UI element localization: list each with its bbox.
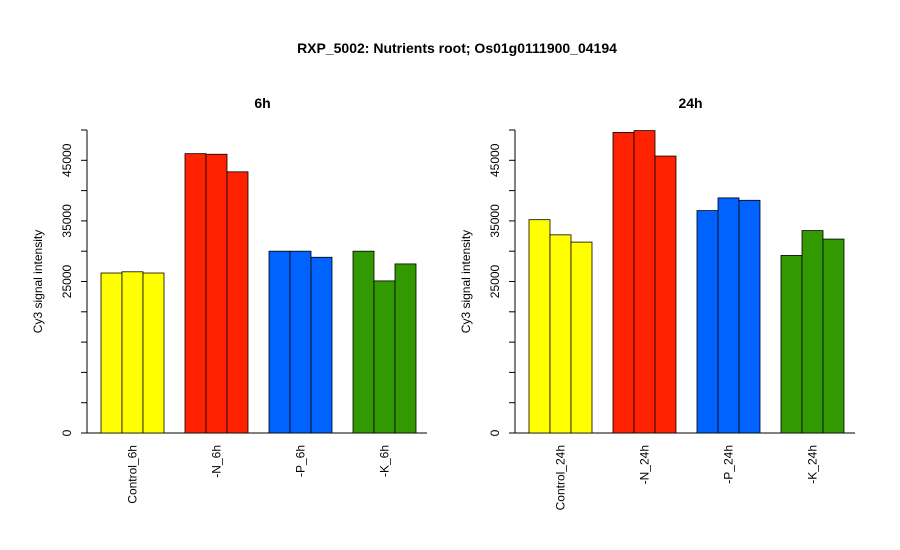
bar--P_6h-rep2 [289,250,312,434]
panel-title: 24h [678,95,702,111]
y-tick-label: 0 [488,429,502,436]
bar--K_6h-rep2 [373,280,396,434]
bar--N_24h-rep2 [633,130,656,434]
bar--K_6h-rep1 [352,250,375,434]
bar--N_6h-rep1 [184,153,207,434]
bar-Control_6h-rep2 [121,271,144,434]
y-tick-label: 45000 [60,143,74,177]
x-category-label: -N_6h [210,445,224,478]
y-tick-label: 25000 [60,264,74,298]
bar--K_24h-rep1 [780,255,803,434]
x-category-label: -N_24h [638,445,652,484]
x-category-label: -P_6h [294,445,308,477]
y-axis-label: Cy3 signal intensity [31,230,45,333]
figure-title: RXP_5002: Nutrients root; Os01g0111900_0… [297,40,617,56]
bar--K_24h-rep3 [822,238,845,434]
x-category-label: Control_24h [554,445,568,510]
bar--P_24h-rep3 [738,199,761,434]
chart-panel-2: 24h 0 25000 35000 45000 Cy3 signal intensity C… [459,95,855,510]
x-category-label: -K_24h [806,445,820,484]
bar--P_6h-rep3 [310,256,333,434]
bar--N_6h-rep2 [205,153,228,434]
x-category-label: -K_6h [378,445,392,477]
bar-Control_6h-rep3 [142,272,165,434]
bar--K_6h-rep3 [394,263,417,434]
bar--N_24h-rep1 [612,132,635,434]
bar-Control_6h-rep1 [100,272,123,434]
y-tick-label: 35000 [488,204,502,238]
y-tick-label: 35000 [60,204,74,238]
bar--K_24h-rep2 [801,230,824,434]
y-tick-label: 45000 [488,143,502,177]
x-category-label: Control_6h [126,445,140,504]
y-axis-label: Cy3 signal intensity [459,230,473,333]
bar-Control_24h-rep1 [528,219,551,434]
bar--P_24h-rep2 [717,197,740,434]
bar-Control_24h-rep3 [570,241,593,434]
chart-panel-1: 6h 0 25000 35000 45000 Cy3 signal intensity Co… [31,95,427,504]
bar--N_24h-rep3 [654,155,677,434]
bar-Control_24h-rep2 [549,234,572,434]
x-category-label: -P_24h [722,445,736,484]
panel-title: 6h [254,95,270,111]
bar--P_24h-rep1 [696,210,719,434]
y-tick-label: 0 [60,429,74,436]
y-tick-label: 25000 [488,264,502,298]
bar--P_6h-rep1 [268,250,291,434]
bar--N_6h-rep3 [226,171,249,434]
